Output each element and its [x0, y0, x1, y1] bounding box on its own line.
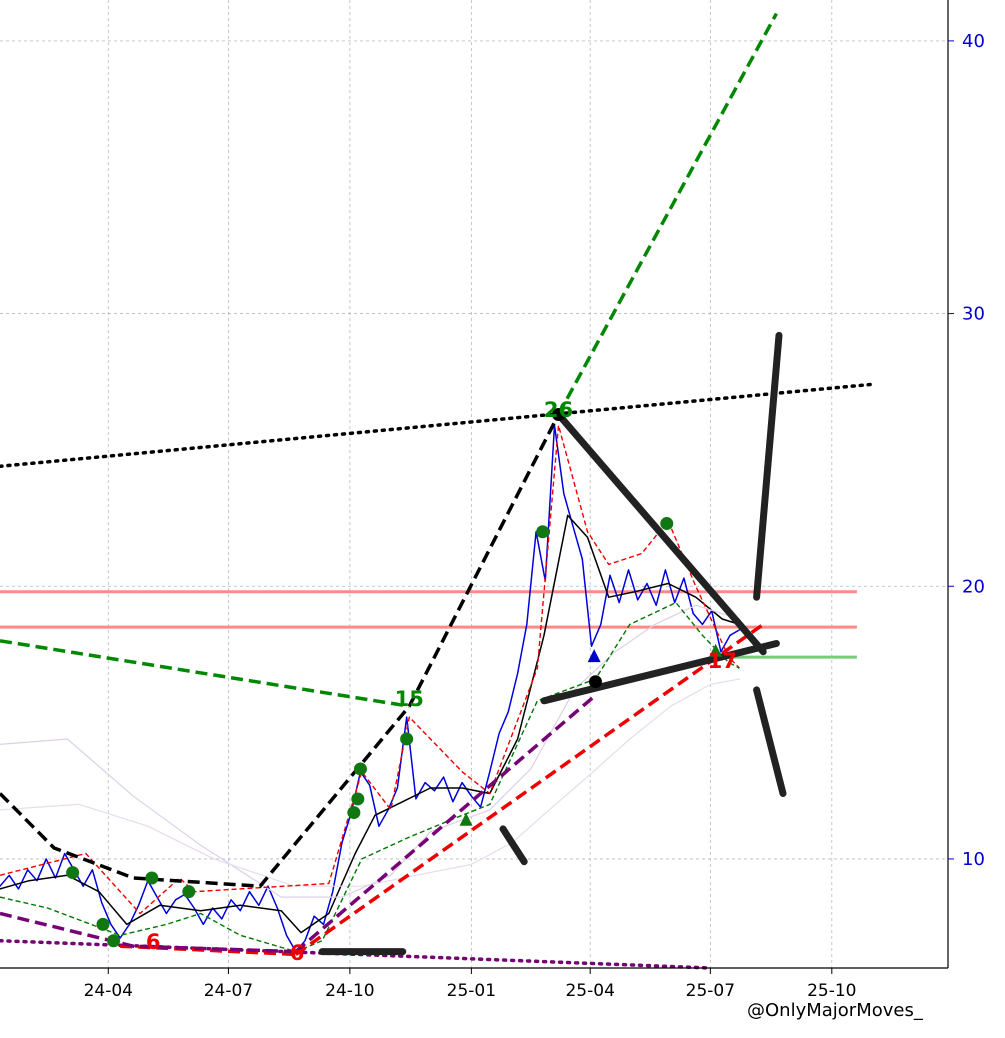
- marker-circle-0-4: [182, 885, 196, 899]
- marker-circle-1-1: [588, 675, 602, 689]
- annotation-label-3: 6: [290, 941, 305, 965]
- series-line-6: [0, 413, 561, 888]
- series-line-3: [0, 678, 740, 887]
- series-line-7: [0, 382, 872, 469]
- x-tick-label-5: 25-07: [686, 981, 735, 1001]
- marker-triangle-3-0: [587, 649, 601, 663]
- series-line-14: [294, 693, 597, 953]
- x-tick-label-0: 24-04: [84, 981, 133, 1001]
- x-tick-label-2: 24-10: [325, 981, 374, 1001]
- x-tick-label-1: 24-07: [204, 981, 253, 1001]
- marker-circle-0-8: [400, 732, 414, 746]
- series-line-17: [753, 331, 783, 601]
- marker-circle-0-3: [145, 871, 159, 885]
- grid: [0, 0, 948, 968]
- annotation-label-1: 15: [395, 687, 424, 711]
- marker-circle-0-5: [347, 806, 361, 820]
- marker-circle-0-9: [536, 525, 550, 539]
- marker-circle-0-2: [107, 934, 121, 948]
- series-line-12: [294, 622, 765, 956]
- series-line-18: [753, 686, 787, 797]
- axes: 24-04 24-07 24-10 25-01 25-04 25-07 25-10 10 20 3…: [0, 0, 985, 1001]
- watermark: @OnlyMajorMoves_: [747, 1000, 923, 1021]
- series-line-0: [0, 424, 741, 953]
- x-tick-label-3: 25-01: [447, 981, 496, 1001]
- annotations: 26 15 6 6 17: [146, 398, 737, 965]
- series-line-9: [0, 639, 410, 708]
- x-tick-label-4: 25-04: [565, 981, 614, 1001]
- x-tick-label-6: 25-10: [807, 981, 856, 1001]
- series-line-1: [0, 514, 741, 934]
- marker-circle-0-6: [351, 792, 365, 806]
- marker-triangle-2-1: [709, 643, 723, 657]
- y-tick-label-3: 40: [962, 31, 985, 52]
- y-tick-label-0: 10: [962, 849, 985, 870]
- series-line-16: [540, 640, 780, 705]
- y-tick-label-2: 30: [962, 304, 985, 325]
- annotation-label-2: 6: [146, 930, 161, 954]
- series-line-5: [0, 601, 740, 953]
- series-line-10: [556, 12, 778, 416]
- series-line-19: [499, 825, 528, 866]
- annotation-label-0: 26: [544, 398, 573, 422]
- marker-circle-0-10: [660, 517, 674, 531]
- series-line-2: [0, 604, 740, 898]
- marker-circle-0-0: [66, 866, 80, 880]
- marker-circle-0-7: [353, 762, 367, 776]
- marker-circle-1-0: [552, 407, 566, 421]
- marker-triangle-2-0: [459, 812, 473, 826]
- series-lines: [0, 12, 872, 970]
- y-tick-label-1: 20: [962, 576, 985, 597]
- series-line-15: [555, 411, 767, 656]
- marker-circle-0-1: [96, 917, 110, 931]
- series-line-13: [0, 911, 296, 954]
- annotation-label-4: 17: [708, 649, 737, 673]
- pivot-markers: [66, 407, 723, 948]
